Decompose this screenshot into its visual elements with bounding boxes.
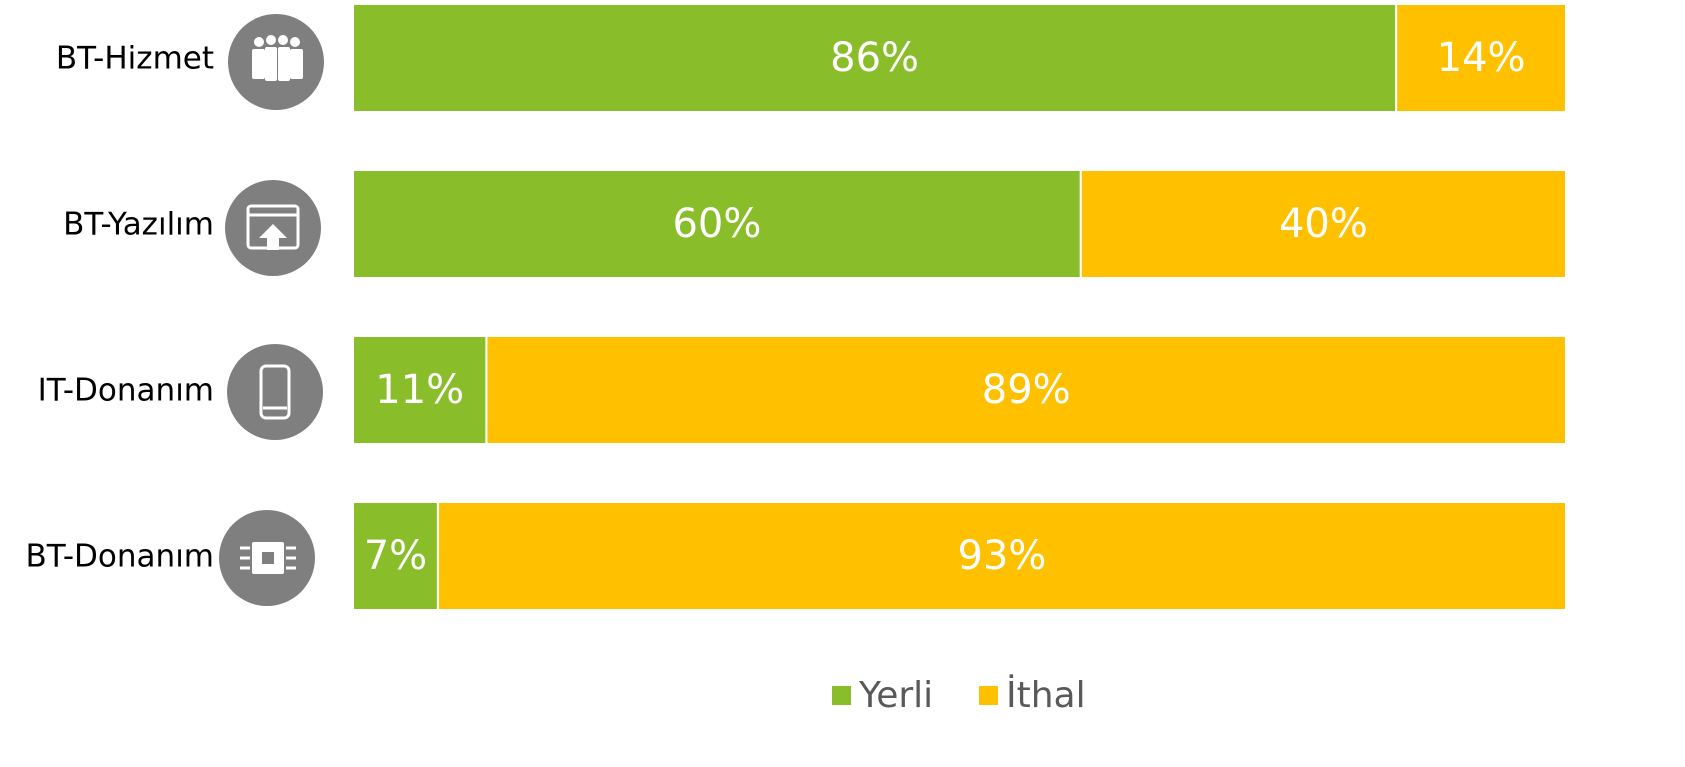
category-icons xyxy=(219,14,324,606)
value-label: 86% xyxy=(830,35,919,81)
bar-segment xyxy=(1079,169,1568,279)
icon-software-glyph xyxy=(246,204,300,250)
legend-label: İthal xyxy=(1006,674,1086,716)
icon-phone-glyph xyxy=(259,364,291,420)
category-label: BT-Yazılım xyxy=(63,207,214,243)
bar-segment xyxy=(352,169,1082,279)
value-label: 40% xyxy=(1279,201,1368,247)
bar-segment xyxy=(352,501,439,611)
value-label: 7% xyxy=(364,533,427,579)
bar-segment xyxy=(436,501,1567,611)
category-label: IT-Donanım xyxy=(38,373,214,409)
bar-segment xyxy=(485,335,1567,445)
value-label: 14% xyxy=(1437,35,1526,81)
bar-segment xyxy=(1395,3,1568,113)
value-label: 89% xyxy=(982,367,1071,413)
category-label: BT-Donanım xyxy=(26,539,214,575)
category-label: BT-Hizmet xyxy=(56,41,214,77)
icon-phone xyxy=(227,344,323,440)
bar-segment xyxy=(352,3,1398,113)
legend-swatch xyxy=(832,686,851,705)
value-label: 93% xyxy=(958,533,1047,579)
legend-label: Yerli xyxy=(858,675,933,716)
bar-segment xyxy=(352,335,488,445)
icon-chip-glyph xyxy=(240,542,296,574)
value-label: 11% xyxy=(375,367,464,413)
legend-swatch xyxy=(979,686,998,705)
icon-people-glyph xyxy=(252,35,303,81)
value-label: 60% xyxy=(672,201,761,247)
